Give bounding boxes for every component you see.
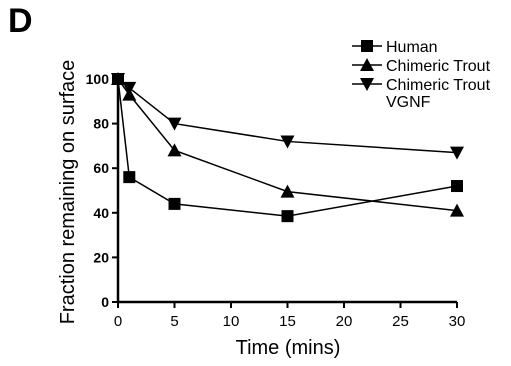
legend-marker xyxy=(360,58,374,71)
y-tick-label: 20 xyxy=(93,249,109,265)
x-tick-label: 15 xyxy=(279,313,296,330)
data-point xyxy=(122,81,137,95)
x-tick-label: 10 xyxy=(223,313,240,330)
series-human xyxy=(112,73,463,223)
y-tick-label: 60 xyxy=(93,160,109,176)
legend-label: Human xyxy=(386,39,438,56)
data-point xyxy=(281,210,294,223)
y-tick-label: 40 xyxy=(93,205,109,221)
legend-marker xyxy=(361,40,373,52)
data-point xyxy=(280,135,295,149)
x-tick-label: 25 xyxy=(392,313,409,330)
y-axis-label: Fraction remaining on surface xyxy=(57,60,79,325)
x-tick-label: 30 xyxy=(449,313,466,330)
legend-item: Chimeric Trout VGNF xyxy=(352,77,491,111)
data-point xyxy=(167,117,182,131)
series-layer xyxy=(111,72,464,223)
x-tick-label: 5 xyxy=(170,313,178,330)
data-point xyxy=(167,143,182,157)
legend-marker xyxy=(360,78,374,91)
y-tick-label: 100 xyxy=(86,71,110,87)
data-point xyxy=(123,171,136,184)
y-tick-label: 80 xyxy=(93,116,109,132)
legend-item: Human xyxy=(352,39,438,56)
x-tick-label: 20 xyxy=(336,313,353,330)
series-chimeric-trout-vgnf xyxy=(111,73,464,160)
legend: Human Chimeric Trout Chimeric Trout VGNF xyxy=(352,39,491,111)
axes: 0 20 40 60 80 100 0 5 10 15 20 25 30 xyxy=(86,71,466,330)
y-tick-label: 0 xyxy=(101,294,109,310)
data-point xyxy=(280,184,295,198)
data-point xyxy=(168,197,181,210)
data-point xyxy=(450,146,464,160)
x-axis-label: Time (mins) xyxy=(236,337,341,359)
legend-label: Chimeric Trout VGNF xyxy=(386,77,491,111)
data-point xyxy=(450,203,464,217)
panel-label: D xyxy=(8,2,33,40)
legend-item: Chimeric Trout xyxy=(352,58,491,75)
series-chimeric-trout xyxy=(111,72,464,217)
data-point xyxy=(111,73,125,86)
legend-label: Chimeric Trout xyxy=(386,58,491,75)
x-tick-label: 0 xyxy=(114,313,122,330)
data-point xyxy=(451,180,463,193)
